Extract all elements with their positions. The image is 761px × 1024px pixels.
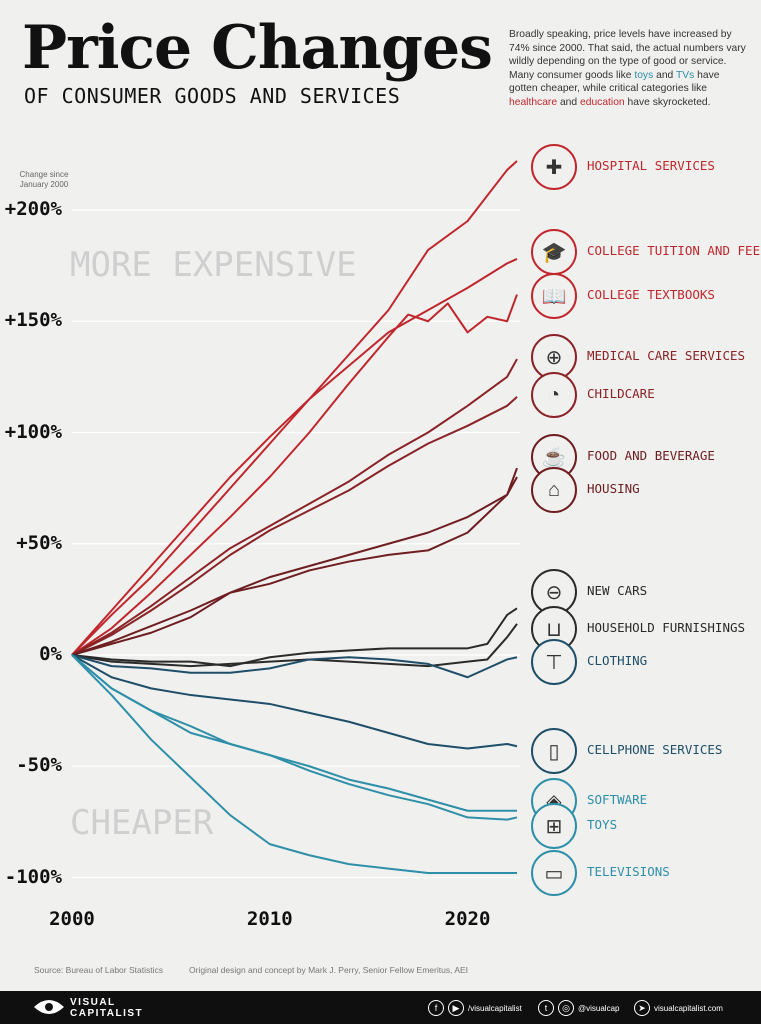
- series-line-household-furnishings: [71, 623, 518, 668]
- series-line-housing: [71, 476, 518, 656]
- zone-label-expensive: MORE EXPENSIVE: [70, 245, 357, 285]
- shirt-icon: ⊤: [531, 639, 577, 685]
- y-tick-label: -50%: [16, 754, 62, 777]
- house-icon: ⌂: [531, 467, 577, 513]
- series-line-televisions: [71, 654, 517, 875]
- legend-label: COLLEGE TEXTBOOKS: [587, 287, 715, 302]
- series-line-food-and-beverage: [71, 467, 518, 656]
- series-line-clothing: [71, 654, 518, 679]
- graduation-cap-icon: 🎓: [531, 229, 577, 275]
- y-tick-label: +150%: [4, 309, 62, 332]
- y-tick-label: -100%: [4, 865, 62, 888]
- twitter-icon[interactable]: t: [538, 1000, 554, 1016]
- y-tick-label: +100%: [4, 420, 62, 443]
- series-line-college-textbooks: [71, 294, 518, 656]
- toy-robot-icon: ⊞: [531, 803, 577, 849]
- series-line-software: [71, 654, 517, 812]
- y-tick-label: +50%: [16, 531, 62, 554]
- series-line-medical-care-services: [71, 358, 518, 656]
- social-twitter-instagram[interactable]: t ◎ @visualcap: [538, 999, 619, 1017]
- intro-and2: and: [557, 96, 580, 108]
- intro-part3: have skyrocketed.: [624, 96, 711, 108]
- legend-label: CELLPHONE SERVICES: [587, 742, 723, 757]
- brand-line-1: VISUAL: [70, 997, 116, 1008]
- handle-visualcapitalist[interactable]: /visualcapitalist: [468, 1003, 522, 1013]
- intro-part1: Broadly speaking, price levels have incr…: [509, 29, 746, 81]
- intro-part2: have gotten cheaper, while critical cate…: [509, 69, 720, 95]
- series-line-college-tuition-and-fees: [71, 258, 518, 656]
- medical-kit-icon: ⊕: [531, 334, 577, 380]
- stroller-icon: ◔: [531, 372, 577, 418]
- line-chart: [71, 160, 520, 879]
- social-facebook-youtube[interactable]: f ▶ /visualcapitalist: [428, 999, 522, 1017]
- x-tick-label: 2000: [49, 908, 95, 930]
- legend-label: HOUSEHOLD FURNISHINGS: [587, 620, 746, 635]
- phone-icon: ▯: [531, 728, 577, 774]
- legend-label: SOFTWARE: [587, 792, 648, 807]
- legend-label: HOSPITAL SERVICES: [587, 158, 715, 173]
- tv-icon: ▭: [531, 850, 577, 896]
- visual-capitalist-logo-icon: [34, 1000, 64, 1014]
- brand-name: VISUAL CAPITALIST: [70, 997, 143, 1019]
- series-line-toys: [71, 654, 518, 821]
- zone-label-cheaper: CHEAPER: [70, 803, 214, 843]
- page-title: Price Changes: [22, 13, 493, 83]
- page-subtitle: OF CONSUMER GOODS AND SERVICES: [24, 84, 401, 108]
- legend-label: COLLEGE TUITION AND FEES: [587, 243, 761, 258]
- x-tick-label: 2010: [246, 908, 293, 930]
- legend-label: FOOD AND BEVERAGE: [587, 448, 715, 463]
- legend-label: MEDICAL CARE SERVICES: [587, 348, 746, 363]
- intro-tvs: TVs: [675, 69, 695, 81]
- series-line-childcare: [71, 396, 518, 656]
- source-note: Source: Bureau of Labor Statistics: [34, 965, 163, 975]
- y-axis-title: Change since January 2000: [19, 170, 69, 189]
- facebook-icon[interactable]: f: [428, 1000, 444, 1016]
- y-tick-label: 0%: [39, 643, 62, 665]
- credit-note: Original design and concept by Mark J. P…: [189, 965, 469, 975]
- legend-label: TELEVISIONS: [587, 864, 670, 879]
- intro-and: and: [653, 69, 676, 81]
- y-tick-label: +200%: [4, 198, 62, 220]
- legend-label: CHILDCARE: [587, 386, 655, 401]
- book-icon: 📖: [531, 273, 577, 319]
- x-tick-label: 2020: [444, 908, 491, 930]
- handle-visualcap[interactable]: @visualcap: [578, 1003, 620, 1013]
- cursor-icon[interactable]: ➤: [634, 1000, 650, 1016]
- footer-bar: VISUAL CAPITALIST f ▶ /visualcapitalist …: [0, 991, 761, 1024]
- intro-healthcare: healthcare: [509, 96, 558, 108]
- legend-label: NEW CARS: [587, 583, 648, 598]
- website-link[interactable]: ➤ visualcapitalist.com: [634, 999, 723, 1017]
- series-line-cellphone-services: [71, 654, 518, 750]
- legend-label: TOYS: [587, 817, 618, 832]
- intro-education: education: [580, 96, 625, 108]
- intro-text: Broadly speaking, price levels have incr…: [509, 28, 749, 110]
- intro-toys: toys: [634, 69, 654, 81]
- series-line-new-cars: [71, 607, 518, 668]
- hospital-icon: ✚: [531, 144, 577, 190]
- youtube-icon[interactable]: ▶: [448, 1000, 464, 1016]
- website-url[interactable]: visualcapitalist.com: [654, 1003, 723, 1013]
- instagram-icon[interactable]: ◎: [558, 1000, 574, 1016]
- brand-line-2: CAPITALIST: [70, 1008, 144, 1019]
- legend-label: CLOTHING: [587, 653, 648, 668]
- legend-label: HOUSING: [587, 481, 640, 496]
